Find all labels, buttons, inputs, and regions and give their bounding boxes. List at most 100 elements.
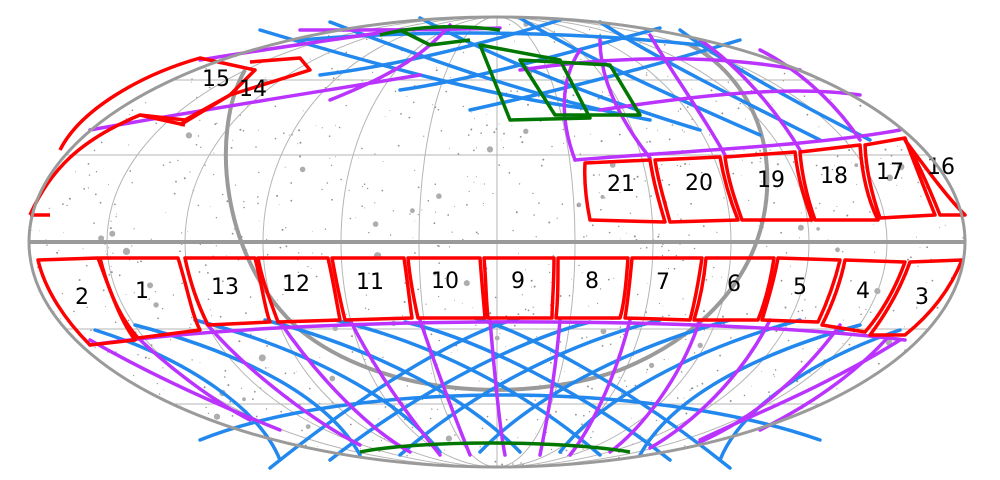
star <box>648 140 651 143</box>
star <box>592 174 595 177</box>
star <box>140 260 142 263</box>
star <box>668 249 670 252</box>
star <box>481 427 484 430</box>
star <box>170 339 172 341</box>
star <box>636 175 639 178</box>
star <box>821 173 823 176</box>
star <box>691 387 694 390</box>
star <box>158 393 161 395</box>
star <box>131 109 134 111</box>
star <box>574 135 576 137</box>
star <box>406 455 408 457</box>
star <box>848 343 851 346</box>
star <box>245 312 247 314</box>
star <box>640 247 642 249</box>
star <box>580 58 582 60</box>
star <box>835 247 840 253</box>
star <box>646 372 648 374</box>
star <box>538 202 540 204</box>
star <box>759 157 762 160</box>
star <box>780 231 782 234</box>
sector-label-10: 10 <box>431 269 459 294</box>
star <box>701 382 704 385</box>
star <box>505 418 508 421</box>
star <box>494 296 497 299</box>
star <box>406 385 409 387</box>
star <box>319 357 321 359</box>
star <box>131 182 133 184</box>
star <box>702 225 705 228</box>
star <box>276 194 279 197</box>
star <box>683 131 685 133</box>
star <box>258 129 259 131</box>
star <box>297 143 299 145</box>
star <box>834 164 835 166</box>
star <box>676 397 679 399</box>
star <box>454 434 456 436</box>
star <box>703 329 705 331</box>
star <box>258 220 260 222</box>
star <box>154 291 156 293</box>
star <box>437 408 439 410</box>
star <box>572 94 575 97</box>
star <box>90 329 92 332</box>
star <box>129 114 130 116</box>
star <box>474 117 475 119</box>
star <box>210 206 212 207</box>
star <box>534 399 536 401</box>
star <box>265 367 267 369</box>
star <box>255 415 258 418</box>
star <box>647 283 649 284</box>
star <box>66 204 68 207</box>
star <box>462 303 463 304</box>
star <box>550 352 552 354</box>
star <box>169 161 171 164</box>
star <box>800 212 802 214</box>
star <box>434 183 437 185</box>
star <box>878 362 880 365</box>
star <box>797 310 800 313</box>
sector-label-9: 9 <box>511 269 525 294</box>
star <box>475 231 478 234</box>
star <box>661 245 663 248</box>
star <box>94 193 97 196</box>
star <box>225 255 227 256</box>
star <box>576 202 582 208</box>
star <box>48 207 50 209</box>
star <box>114 203 116 206</box>
star <box>284 166 286 168</box>
star <box>127 319 130 322</box>
star <box>105 306 107 308</box>
star <box>148 357 150 360</box>
star <box>161 308 164 310</box>
star <box>553 41 556 43</box>
star <box>430 333 433 336</box>
star <box>360 448 361 450</box>
star <box>155 122 157 125</box>
star <box>280 410 283 413</box>
star <box>768 391 770 393</box>
star <box>242 397 246 402</box>
star <box>365 294 367 296</box>
star <box>645 246 648 249</box>
star <box>897 145 899 147</box>
star <box>185 132 192 139</box>
star <box>328 135 331 137</box>
star <box>698 188 700 190</box>
star <box>284 372 287 375</box>
star <box>93 222 95 224</box>
star <box>512 229 514 232</box>
star <box>133 228 135 230</box>
star <box>253 390 256 393</box>
star <box>432 104 434 106</box>
star <box>226 200 229 203</box>
star <box>483 183 485 185</box>
star <box>815 306 817 308</box>
star <box>535 236 537 238</box>
star <box>258 171 260 174</box>
star <box>148 298 150 300</box>
star <box>56 251 59 254</box>
star <box>454 205 456 207</box>
star <box>229 400 232 403</box>
star <box>804 317 807 319</box>
